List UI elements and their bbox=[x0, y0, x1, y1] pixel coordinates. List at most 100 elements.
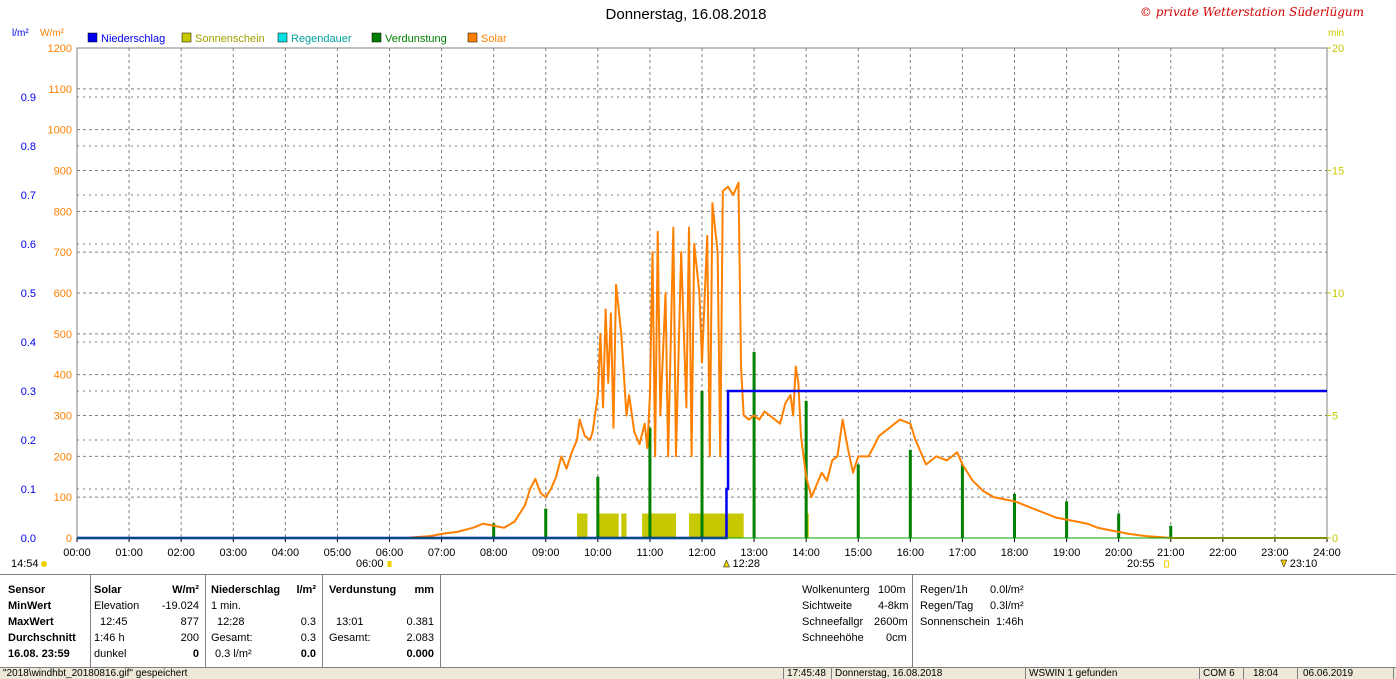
min-tick-label: 0 bbox=[1332, 533, 1338, 545]
x-tick-label: 01:00 bbox=[115, 547, 143, 559]
x-tick-label: 19:00 bbox=[1053, 547, 1081, 559]
evaporation-bar bbox=[492, 523, 496, 538]
precip-tick-label: 0.6 bbox=[21, 239, 36, 251]
w-tick-label: 200 bbox=[54, 451, 72, 463]
panel-col-precip: Niederschlag l/m² 1 min. 12:28 0.3 Gesam… bbox=[205, 575, 323, 667]
w-tick-label: 0 bbox=[66, 533, 72, 545]
legend-swatch bbox=[467, 32, 478, 43]
legend-swatch bbox=[277, 32, 288, 43]
min-tick-label: 15 bbox=[1332, 166, 1344, 178]
x-tick-label: 24:00 bbox=[1313, 547, 1341, 559]
x-tick-label: 14:00 bbox=[792, 547, 820, 559]
solar-unit: W/m² bbox=[172, 584, 199, 596]
regentag-value: 0.3l/m² bbox=[990, 600, 1024, 612]
evaporation-bar bbox=[700, 391, 704, 538]
precip-interval: 1 min. bbox=[211, 600, 241, 612]
solar-avg-value: 200 bbox=[180, 632, 199, 644]
x-tick-label: 21:00 bbox=[1157, 547, 1185, 559]
schneehoehe-value: 0cm bbox=[886, 632, 907, 644]
min-unit-label: min bbox=[1328, 28, 1344, 39]
panel-divider bbox=[912, 575, 913, 667]
x-tick-label: 23:00 bbox=[1261, 547, 1289, 559]
w-tick-label: 700 bbox=[54, 247, 72, 259]
w-tick-label: 1200 bbox=[48, 43, 72, 55]
w-tick-label: 1000 bbox=[48, 125, 72, 137]
w-tick-label: 100 bbox=[54, 492, 72, 504]
status-today: 06.06.2019 bbox=[1300, 668, 1394, 679]
evap-max-time: 13:01 bbox=[336, 616, 364, 628]
evaporation-bar bbox=[908, 449, 912, 538]
legend-swatch bbox=[87, 32, 98, 43]
evaporation-bar bbox=[1117, 513, 1121, 538]
w-tick-label: 800 bbox=[54, 206, 72, 218]
x-tick-label: 13:00 bbox=[740, 547, 768, 559]
solar-min-label: Elevation bbox=[94, 600, 140, 612]
precip-tick-label: 0.0 bbox=[21, 533, 36, 545]
wolkenunterg-value: 100m bbox=[878, 584, 906, 596]
marker-label: 12:28 bbox=[732, 558, 760, 570]
maxwert-label: MaxWert bbox=[8, 616, 54, 628]
x-tick-label: 10:00 bbox=[584, 547, 612, 559]
evaporation-bar bbox=[596, 476, 600, 538]
panel-col-sensor: Sensor MinWert MaxWert Durchschnitt 16.0… bbox=[0, 575, 91, 667]
evaporation-bar bbox=[856, 464, 860, 538]
sunshine-bar bbox=[642, 513, 676, 538]
w-tick-label: 600 bbox=[54, 288, 72, 300]
solar-header: Solar bbox=[94, 584, 122, 596]
status-port: COM 6 bbox=[1200, 668, 1244, 679]
x-tick-label: 05:00 bbox=[324, 547, 352, 559]
chart-title: Donnerstag, 16.08.2018 bbox=[605, 6, 767, 23]
precip-current-value: 0.0 bbox=[300, 648, 316, 660]
wolkenunterg-label: Wolkenunterg bbox=[802, 584, 870, 596]
x-tick-label: 22:00 bbox=[1209, 547, 1237, 559]
panel-col-solar: Solar W/m² Elevation -19.024 12:45 877 1… bbox=[90, 575, 206, 667]
x-tick-label: 16:00 bbox=[897, 547, 925, 559]
evaporation-bar bbox=[544, 508, 548, 538]
durchschnitt-label: Durchschnitt bbox=[8, 632, 76, 644]
sichtweite-value: 4-8km bbox=[878, 600, 909, 612]
legend-label: Niederschlag bbox=[101, 33, 165, 45]
precip-tick-label: 0.8 bbox=[21, 141, 36, 153]
precip-tick-label: 0.3 bbox=[21, 386, 36, 398]
precip-tick-label: 0.9 bbox=[21, 92, 36, 104]
evaporation-bar bbox=[752, 351, 756, 538]
solar-line bbox=[77, 181, 1327, 539]
marker-label: 20:55 bbox=[1127, 558, 1155, 570]
x-tick-label: 02:00 bbox=[167, 547, 195, 559]
x-tick-label: 12:00 bbox=[688, 547, 716, 559]
precip-header: Niederschlag bbox=[211, 584, 281, 596]
solar-current-value: 0 bbox=[192, 648, 199, 660]
status-station: WSWIN 1 gefunden bbox=[1026, 668, 1200, 679]
status-time: 17:45:48 bbox=[784, 668, 832, 679]
marker-label: 06:00 bbox=[356, 558, 384, 570]
schneefallgr-value: 2600m bbox=[874, 616, 908, 628]
sunshine-bar bbox=[577, 513, 588, 538]
weather-chart: 00:00 01:00 02:00 03:00 04:00 05:00 06:00 07:00… bbox=[11, 28, 1344, 570]
date-label: 16.08. 23:59 bbox=[8, 648, 70, 660]
legend-swatch bbox=[371, 32, 382, 43]
solar-max-time: 12:45 bbox=[100, 616, 128, 628]
evap-max-value: 0.381 bbox=[406, 616, 434, 628]
solar-current-label: dunkel bbox=[94, 648, 127, 660]
precip-tick-label: 0.2 bbox=[21, 435, 36, 447]
regentag-label: Regen/Tag bbox=[920, 600, 974, 612]
w-tick-label: 400 bbox=[54, 370, 72, 382]
w-tick-label: 900 bbox=[54, 166, 72, 178]
legend-label: Solar bbox=[481, 33, 507, 45]
marker-label: 23:10 bbox=[1290, 558, 1318, 570]
x-tick-label: 07:00 bbox=[428, 547, 456, 559]
x-tick-label: 18:00 bbox=[1001, 547, 1029, 559]
evap-unit: mm bbox=[414, 584, 434, 596]
panel-col-evap: Verdunstung mm 13:01 0.381 Gesamt: 2.083… bbox=[322, 575, 441, 667]
marker-dot bbox=[41, 561, 47, 567]
status-file: "2018\windhbt_20180816.gif" gespeichert bbox=[0, 668, 784, 679]
precip-max-time: 12:28 bbox=[217, 616, 245, 628]
sunshine-bar bbox=[688, 513, 744, 538]
status-clock: 18:04 bbox=[1250, 668, 1298, 679]
w-tick-label: 300 bbox=[54, 411, 72, 423]
marker-triangle bbox=[723, 559, 730, 568]
solar-max-value: 877 bbox=[180, 616, 199, 628]
status-bar: "2018\windhbt_20180816.gif" gespeichert … bbox=[0, 667, 1396, 679]
precip-tick-label: 0.1 bbox=[21, 484, 36, 496]
w-tick-label: 1100 bbox=[48, 84, 72, 96]
